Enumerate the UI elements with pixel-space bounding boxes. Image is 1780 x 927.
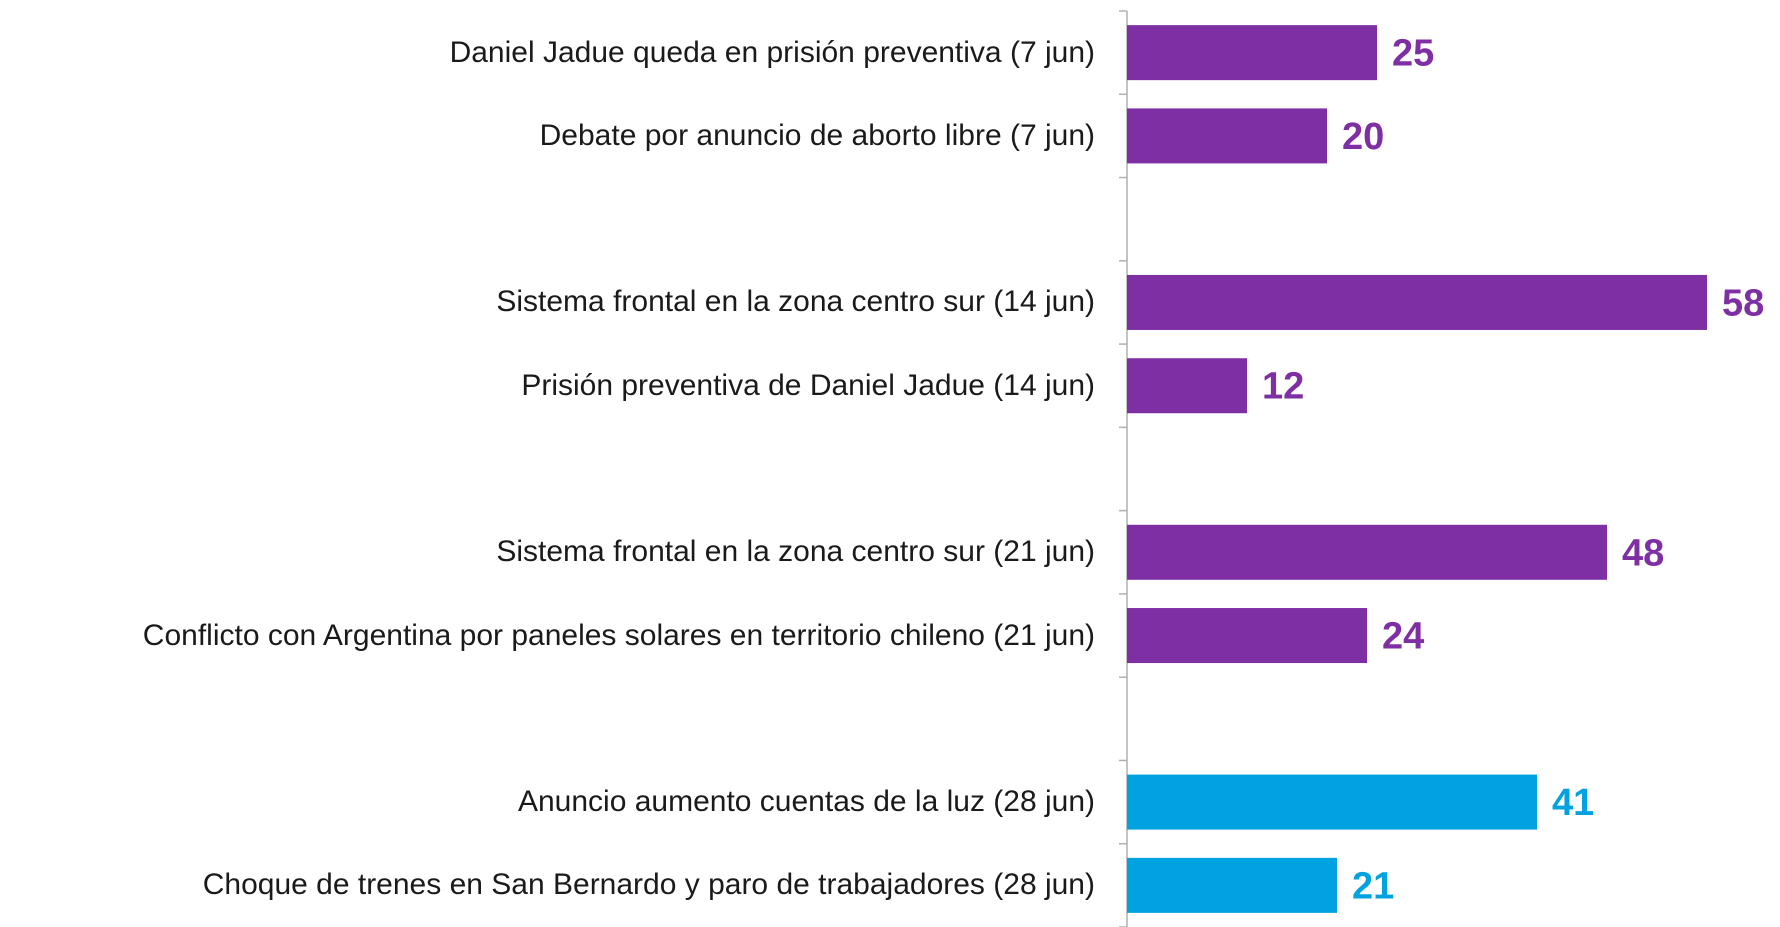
category-label: Daniel Jadue queda en prisión preventiva… <box>449 35 1095 69</box>
bar <box>1127 358 1247 414</box>
category-label: Conflicto con Argentina por paneles sola… <box>142 618 1095 652</box>
category-label: Debate por anuncio de aborto libre (7 ju… <box>539 118 1095 152</box>
value-label: 12 <box>1262 366 1304 408</box>
bar <box>1127 774 1537 830</box>
value-label: 41 <box>1552 782 1594 824</box>
category-label: Sistema frontal en la zona centro sur (1… <box>496 285 1095 319</box>
category-label: Anuncio aumento cuentas de la luz (28 ju… <box>517 785 1095 819</box>
category-label: Choque de trenes en San Bernardo y paro … <box>202 868 1095 902</box>
bar <box>1127 857 1337 913</box>
value-label: 24 <box>1382 616 1424 658</box>
bar <box>1127 608 1367 664</box>
value-label: 25 <box>1392 33 1434 75</box>
category-label: Sistema frontal en la zona centro sur (2… <box>496 535 1095 569</box>
value-label: 58 <box>1722 282 1764 324</box>
value-label: 20 <box>1342 116 1384 158</box>
value-label: 48 <box>1622 532 1664 574</box>
bar <box>1127 108 1327 164</box>
bar <box>1127 524 1607 580</box>
value-label: 21 <box>1352 865 1394 907</box>
bar <box>1127 25 1377 81</box>
category-label: Prisión preventiva de Daniel Jadue (14 j… <box>521 368 1095 402</box>
bar <box>1127 274 1707 330</box>
